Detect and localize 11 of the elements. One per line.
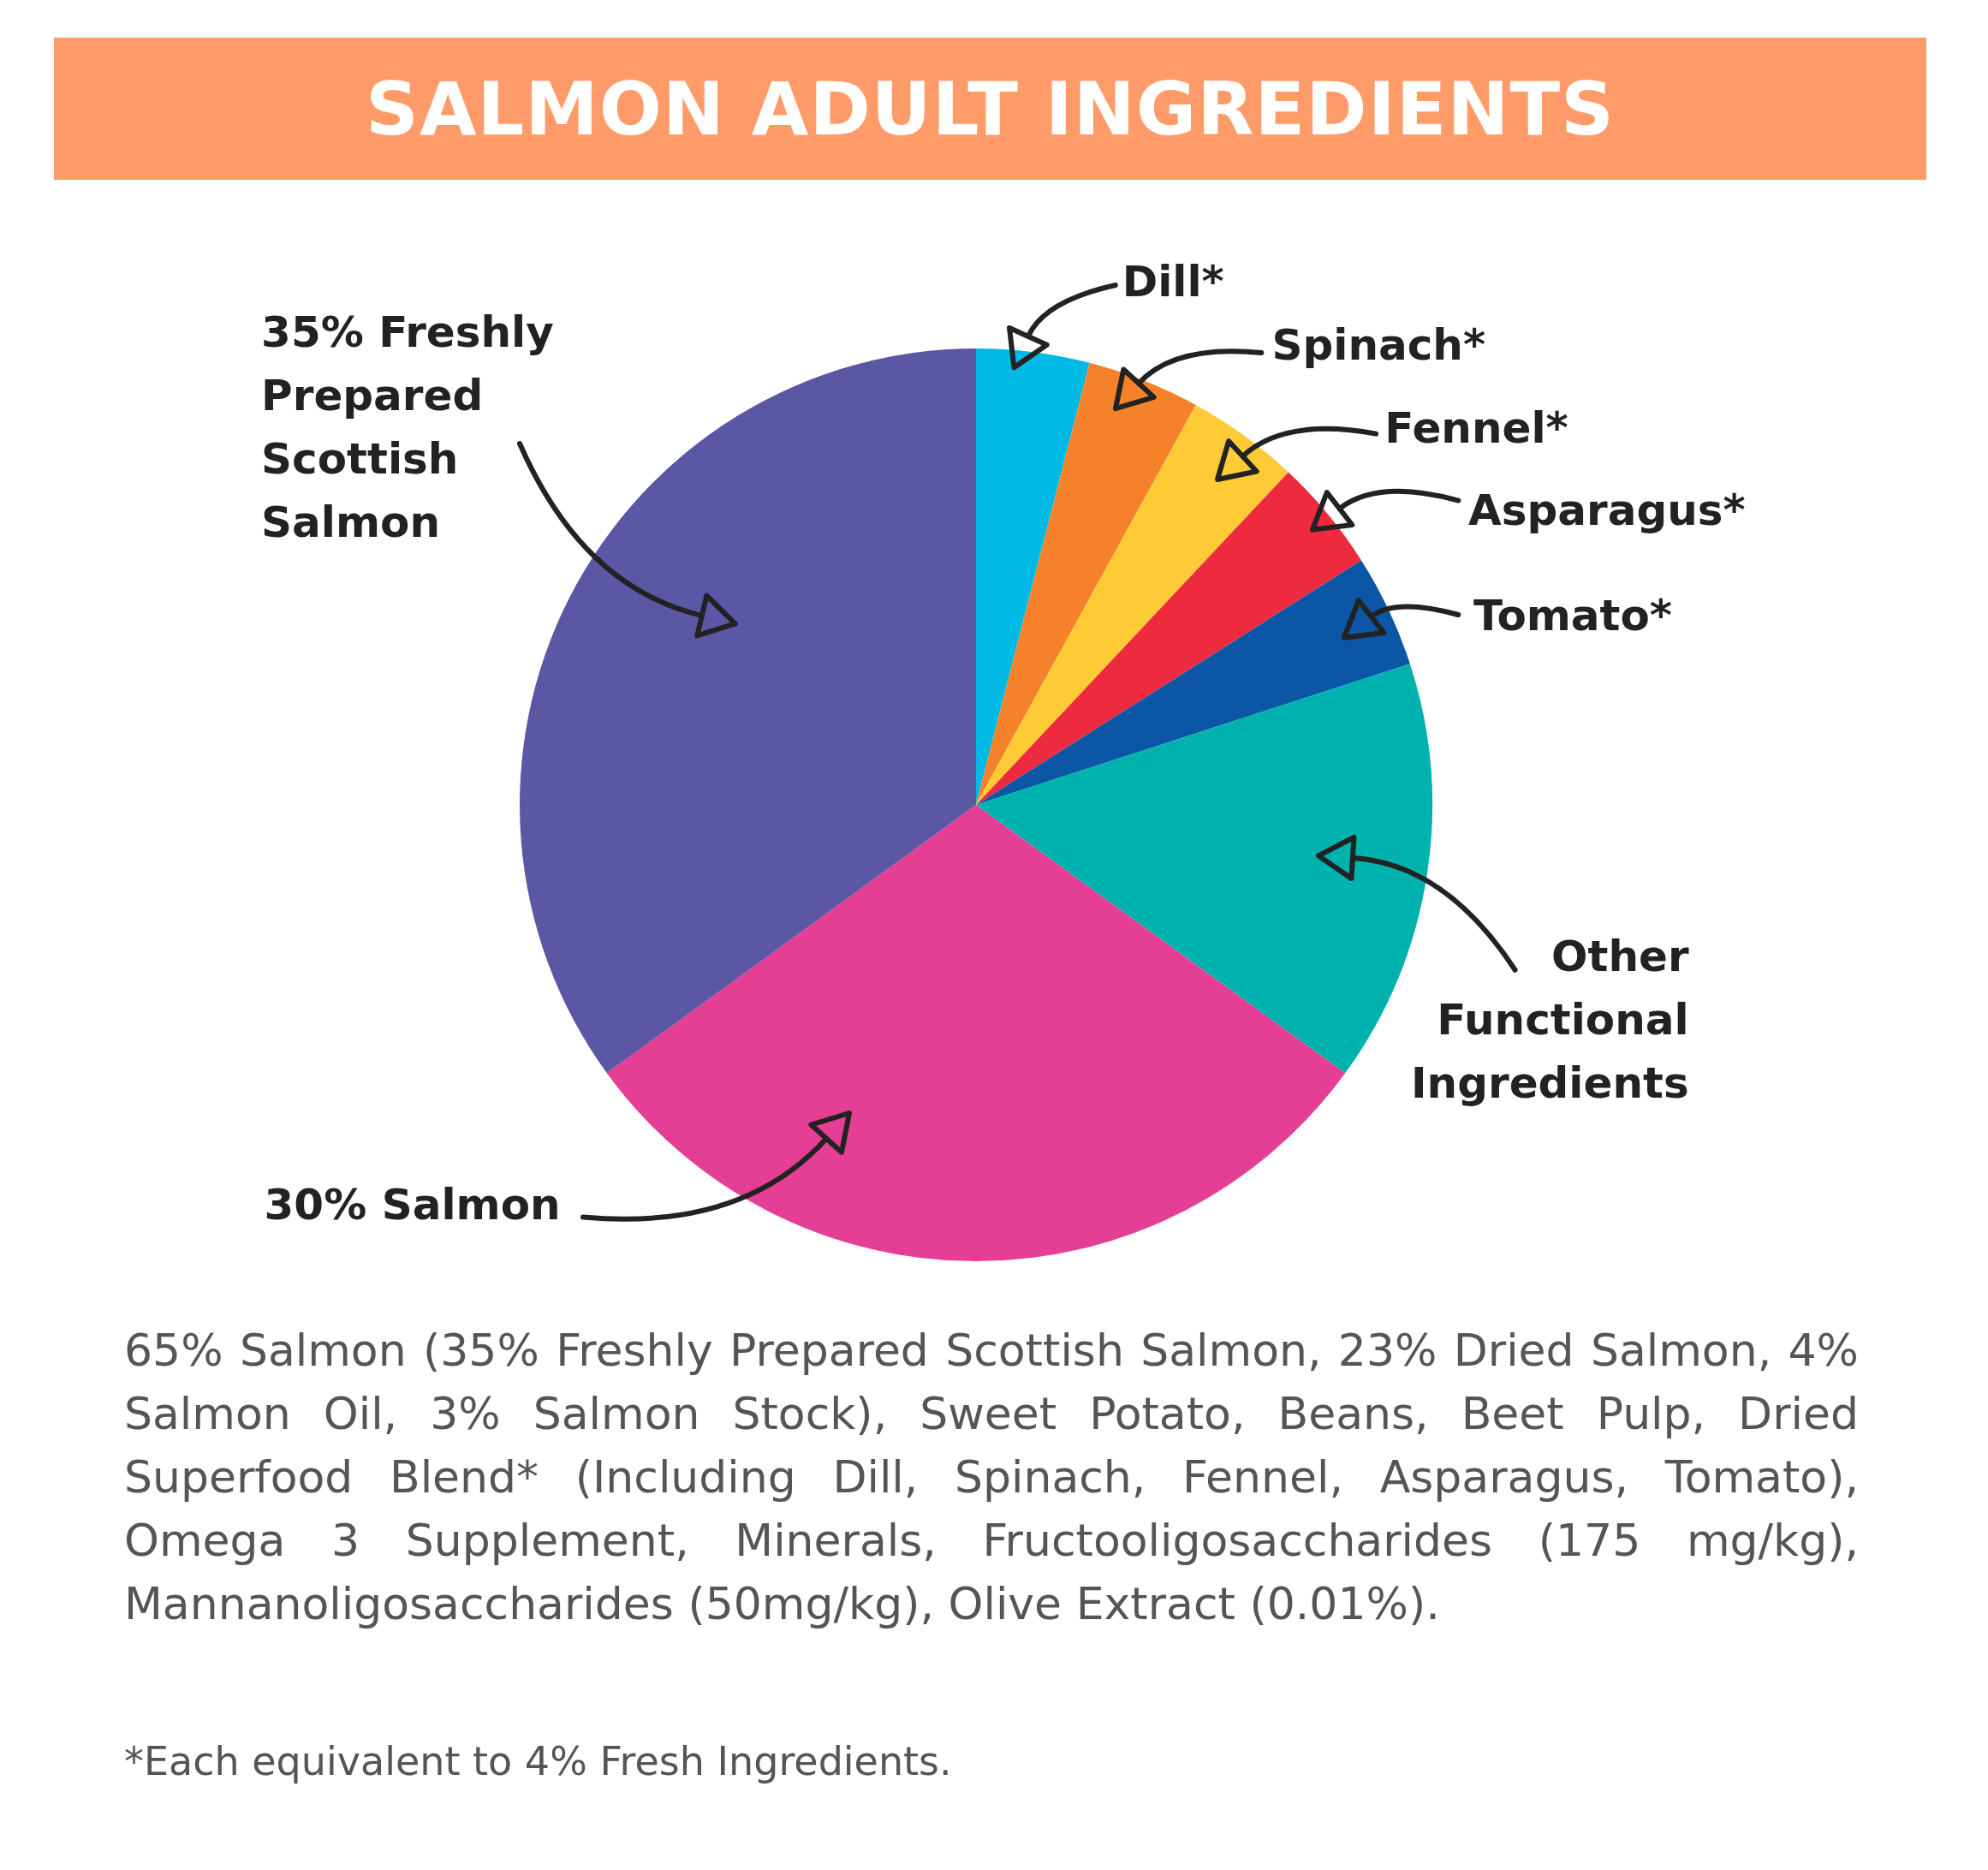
slice-label: Asparagus* — [1468, 485, 1746, 535]
slice-label: Spinach* — [1271, 320, 1486, 371]
text: 65% Salmon (35% Freshly Prepared Scottish Salmon, 23% Dried Salmon, 4% Salmon Oil, 3% Salmon Stock), Sweet Potato, Beans, Beet Pulp, Dried Superfood Blend* (Including Dill, Spinach, Fennel, Asparagus, Tomato), Omega 3 Supplement, Minerals, Fructooligosaccharides (175 mg/kg), Mannanoligosaccharides (50mg/kg), Olive Extract (0.01%). — [124, 1324, 1859, 1631]
slice-label: Other Functional Ingredients — [1411, 932, 1690, 1109]
slice-label: Tomato* — [1473, 590, 1672, 640]
slice-label: 35% Freshly Prepared Scottish Salmon — [261, 307, 554, 548]
chart-title: SALMON ADULT INGREDIENTS — [54, 38, 1926, 180]
slice-label: 30% Salmon — [264, 1180, 561, 1230]
slice-label: Fennel* — [1384, 402, 1568, 453]
slice-label: Dill* — [1122, 257, 1224, 307]
text: *Each equivalent to 4% Fresh Ingredients. — [124, 1738, 952, 1784]
